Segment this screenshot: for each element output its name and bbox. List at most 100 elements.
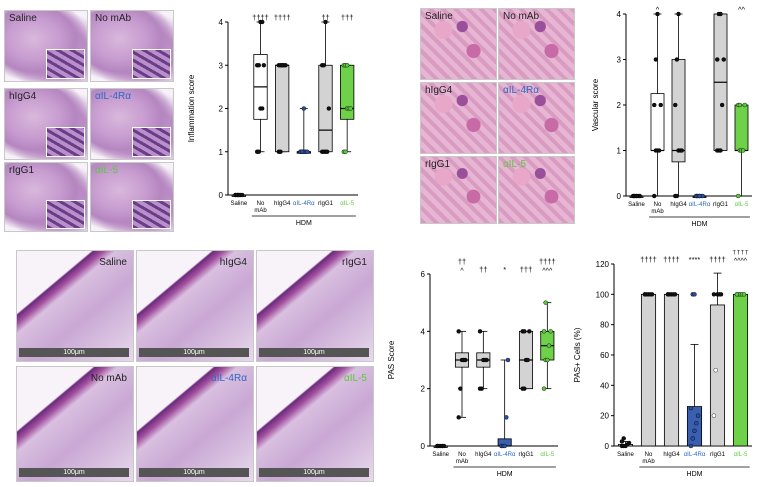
tile-label: αIL-5 [95, 165, 119, 176]
x-tick-label: rIgG1 [713, 202, 729, 208]
data-point [626, 440, 632, 446]
data-point [236, 192, 242, 198]
significance-marker: †††† [732, 250, 749, 256]
y-tick-label: 0 [219, 191, 224, 200]
data-point [441, 443, 447, 449]
scale-bar: 100μm [139, 348, 249, 357]
y-tick-label: 2 [617, 101, 622, 110]
x-tick-label: αIL-5 [540, 452, 554, 458]
airway-tile-higg4: hIgG4 100μm [136, 250, 254, 362]
data-point [690, 436, 695, 441]
data-point [718, 11, 723, 17]
data-point [299, 149, 305, 154]
data-point [256, 149, 262, 154]
x-tick-label: αIL-5 [340, 201, 354, 207]
chart-pas-score: 0 2 4 6 PAS Score Saline †† ^ No mAb †† hIgG4 * αIL-4… [382, 250, 562, 482]
data-point [692, 428, 697, 434]
x-tick-label: αIL-4Rα [684, 452, 706, 458]
tile-label: No mAb [95, 13, 132, 24]
x-tick-label: Saline [230, 201, 247, 207]
x-tick-label: rIgG1 [318, 201, 334, 207]
y-axis-label: Inflammation score [187, 74, 196, 142]
data-point [256, 63, 262, 68]
tile-label: αIL-5 [343, 373, 367, 384]
data-point [484, 357, 489, 363]
data-point [741, 292, 747, 297]
data-point [718, 292, 724, 297]
x-tick-label: No [645, 452, 653, 458]
data-point [715, 57, 720, 62]
data-point [304, 149, 310, 154]
data-point [653, 57, 659, 62]
data-point [259, 106, 265, 111]
data-point [688, 405, 694, 411]
data-point [543, 300, 548, 305]
data-point [713, 367, 718, 373]
data-point [435, 443, 440, 449]
data-point [502, 443, 507, 449]
x-tick-label: Saline [432, 452, 449, 458]
tile-label: αIL-4Rα [95, 91, 132, 102]
y-tick-label: 1 [617, 147, 622, 156]
data-point [456, 415, 461, 420]
x-tick-label: rIgG1 [710, 452, 726, 458]
x-group-label: HDM [296, 220, 312, 227]
significance-marker: ††† [341, 13, 354, 22]
airway-tile-il5: αIL-5 100μm [256, 366, 374, 482]
data-point [546, 343, 552, 348]
y-axis-label: PAS+ Cells (%) [573, 327, 582, 382]
tile-label: αIL-4Rα [503, 85, 540, 96]
data-point [652, 102, 657, 108]
data-point [692, 292, 697, 297]
box-2 [275, 64, 290, 153]
tile-label: Saline [9, 13, 37, 24]
x-tick-label: mAb [456, 459, 469, 465]
data-point [621, 436, 626, 441]
data-point [649, 292, 655, 297]
x-tick-label: hIgG4 [670, 202, 687, 208]
tile-label: rIgG1 [425, 159, 451, 170]
y-tick-label: 20 [600, 412, 609, 421]
x-tick-label: mAb [642, 459, 655, 465]
x-tick-label: No [257, 201, 265, 207]
significance-marker-secondary: ^^^^ [734, 258, 748, 265]
data-point [676, 11, 681, 17]
y-tick-label: 60 [600, 351, 609, 360]
data-point [344, 63, 350, 68]
significance-marker: †††† [274, 13, 291, 22]
data-point [463, 357, 468, 363]
tile-label: αIL-5 [503, 159, 527, 170]
data-point [548, 329, 553, 334]
y-tick-label: 2 [421, 385, 426, 394]
vessel-tile-no-mab: No mAb [498, 8, 575, 80]
box-1 [650, 93, 665, 151]
tile-label: hIgG4 [219, 257, 247, 268]
y-tick-label: 0 [617, 192, 622, 201]
data-point [326, 106, 332, 111]
data-point [525, 357, 530, 363]
data-point [711, 292, 717, 297]
chart-vascular-score: 0 1 2 3 4 Vascular score Saline ^ No mAb hIgG4 αIL-… [586, 0, 758, 232]
x-tick-label: hIgG4 [475, 452, 492, 458]
data-point [674, 193, 680, 199]
data-point [324, 149, 330, 154]
y-tick-label: 2 [219, 105, 224, 114]
significance-marker: †††† [709, 255, 726, 264]
lobe-tile-il4ra: αIL-4Rα [90, 88, 174, 160]
significance-marker: †† [458, 257, 466, 266]
data-point [673, 102, 678, 108]
x-tick-label: αIL-4Rα [689, 202, 711, 208]
data-point [505, 357, 511, 363]
y-tick-label: 80 [600, 321, 609, 330]
vessel-tile-il4ra: αIL-4Rα [498, 82, 575, 154]
y-tick-label: 1 [219, 148, 224, 157]
x-tick-label: αIL-5 [734, 452, 748, 458]
data-point [321, 63, 327, 68]
x-group-label: HDM [692, 221, 708, 228]
vessel-tile-higg4: hIgG4 [420, 82, 497, 154]
tile-inset [46, 199, 85, 229]
bar-1 [640, 293, 657, 447]
x-tick-label: Saline [628, 202, 645, 208]
chart-inflammation-score: 0 1 2 3 4 Inflammation score Saline †††† No mAb ††… [182, 0, 362, 232]
tile-label: Saline [99, 257, 127, 268]
